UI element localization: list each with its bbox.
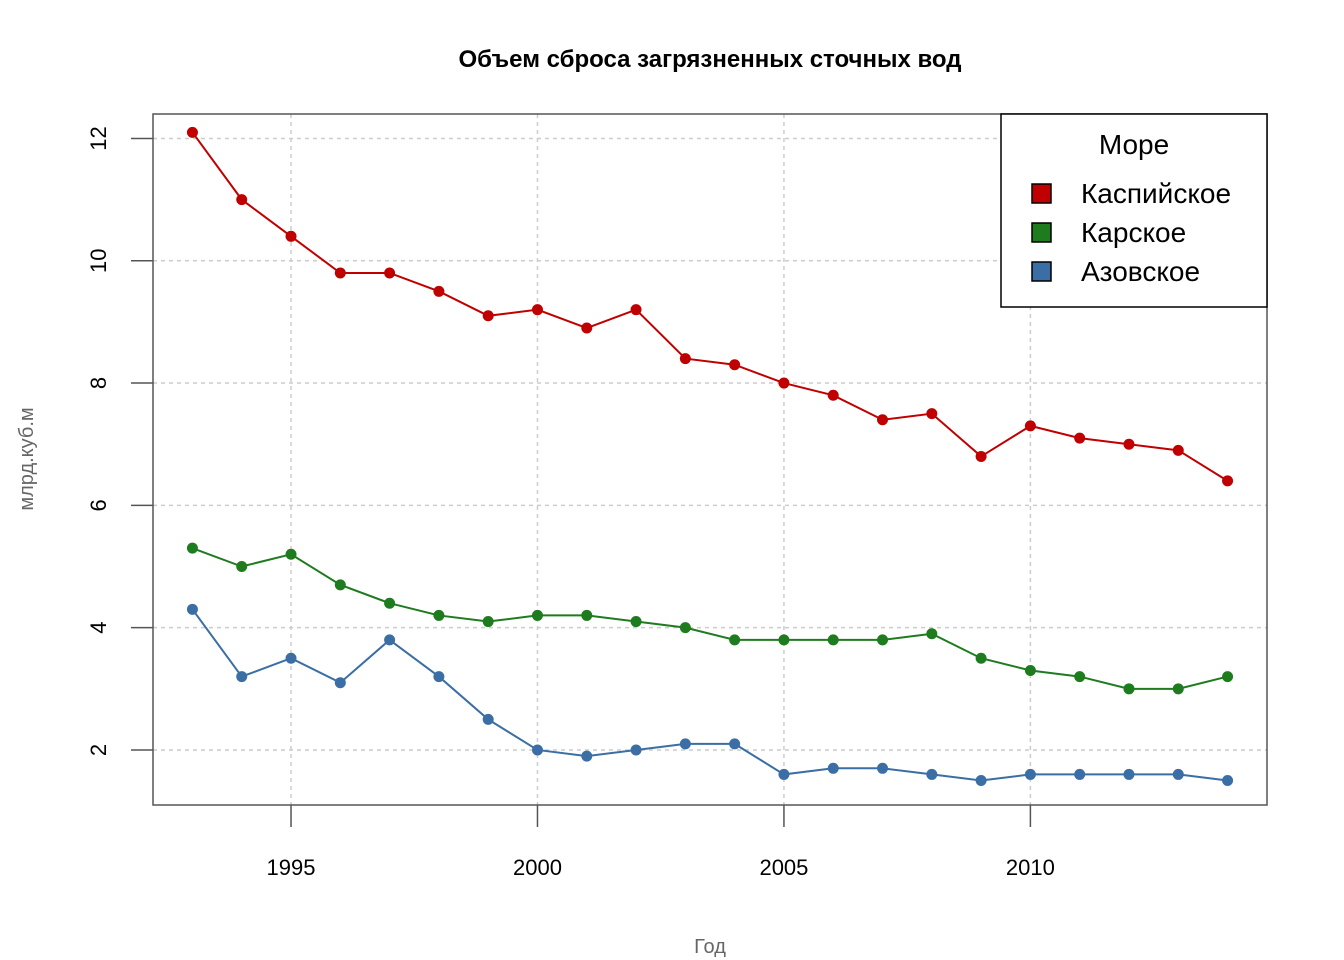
data-point [827, 634, 839, 646]
data-point [1222, 775, 1234, 787]
data-point [334, 579, 346, 591]
y-axis-label: млрд.куб.м [16, 407, 38, 510]
data-point [778, 768, 790, 780]
data-point [186, 126, 198, 138]
data-point [433, 609, 445, 621]
data-point [581, 750, 593, 762]
data-point [1172, 768, 1184, 780]
data-point [679, 622, 691, 634]
data-point [186, 603, 198, 615]
data-point [630, 616, 642, 628]
data-point [482, 310, 494, 322]
legend-swatch [1031, 222, 1052, 243]
series-layer [186, 126, 1234, 787]
data-point [531, 609, 543, 621]
data-point [285, 652, 297, 664]
data-point [778, 377, 790, 389]
legend: Море Каспийское Карское Азовское [1000, 113, 1268, 308]
series-line [191, 608, 1228, 782]
data-point [975, 450, 987, 462]
y-tick-label: 12 [86, 126, 111, 150]
data-point [334, 677, 346, 689]
series-1 [186, 126, 1234, 487]
data-point [729, 359, 741, 371]
data-point [630, 304, 642, 316]
legend-items: Каспийское Карское Азовское [1031, 178, 1231, 287]
legend-label: Азовское [1081, 256, 1200, 287]
y-tick-label: 10 [86, 249, 111, 273]
data-point [384, 597, 396, 609]
series-2 [186, 542, 1234, 695]
data-point [877, 414, 889, 426]
x-tick-label: 2000 [513, 855, 562, 880]
data-point [1123, 683, 1135, 695]
data-point [679, 738, 691, 750]
data-point [1074, 671, 1086, 683]
data-point [1172, 444, 1184, 456]
x-tick-label: 2005 [759, 855, 808, 880]
data-point [384, 267, 396, 279]
plot-frame [152, 113, 1268, 806]
data-point [778, 634, 790, 646]
data-point [975, 652, 987, 664]
y-tick-label: 4 [86, 622, 111, 634]
legend-swatch [1031, 261, 1052, 282]
series-3 [186, 603, 1234, 787]
x-axis-label: Год [694, 936, 726, 958]
data-point [679, 353, 691, 365]
data-point [729, 634, 741, 646]
data-point [581, 322, 593, 334]
data-point [827, 762, 839, 774]
data-point [531, 744, 543, 756]
data-point [482, 616, 494, 628]
y-axis: 2 4 6 8 10 12 [86, 126, 153, 756]
data-point [285, 230, 297, 242]
data-point [630, 744, 642, 756]
data-point [827, 389, 839, 401]
series-line [192, 547, 1228, 690]
data-point [1222, 475, 1234, 487]
data-point [236, 194, 248, 206]
data-point [1024, 768, 1036, 780]
data-point [877, 762, 889, 774]
data-point [334, 267, 346, 279]
data-point [1024, 420, 1036, 432]
data-point [482, 713, 494, 725]
data-point [1024, 664, 1036, 676]
data-point [186, 542, 198, 554]
y-tick-label: 2 [86, 744, 111, 756]
chart-title: Объем сброса загрязненных сточных вод [458, 46, 961, 73]
legend-label: Каспийское [1081, 178, 1231, 209]
data-point [531, 304, 543, 316]
y-tick-label: 8 [86, 377, 111, 389]
x-axis: 1995 2000 2005 2010 [267, 805, 1055, 880]
series-line [191, 131, 1229, 482]
data-point [1222, 671, 1234, 683]
data-point [1074, 432, 1086, 444]
data-point [926, 768, 938, 780]
data-point [433, 671, 445, 683]
y-tick-label: 6 [86, 499, 111, 511]
data-point [384, 634, 396, 646]
legend-swatch [1031, 183, 1052, 204]
legend-label: Карское [1081, 217, 1186, 248]
data-point [877, 634, 889, 646]
data-point [1172, 683, 1184, 695]
data-point [1123, 768, 1135, 780]
data-point [1074, 768, 1086, 780]
x-tick-label: 2010 [1006, 855, 1055, 880]
data-point [1123, 438, 1135, 450]
data-point [581, 609, 593, 621]
data-point [926, 408, 938, 420]
data-point [433, 285, 445, 297]
data-point [236, 561, 248, 573]
data-point [926, 628, 938, 640]
data-point [975, 775, 987, 787]
data-point [236, 671, 248, 683]
legend-title: Море [1099, 129, 1169, 160]
data-point [729, 738, 741, 750]
data-point [285, 548, 297, 560]
x-tick-label: 1995 [267, 855, 316, 880]
